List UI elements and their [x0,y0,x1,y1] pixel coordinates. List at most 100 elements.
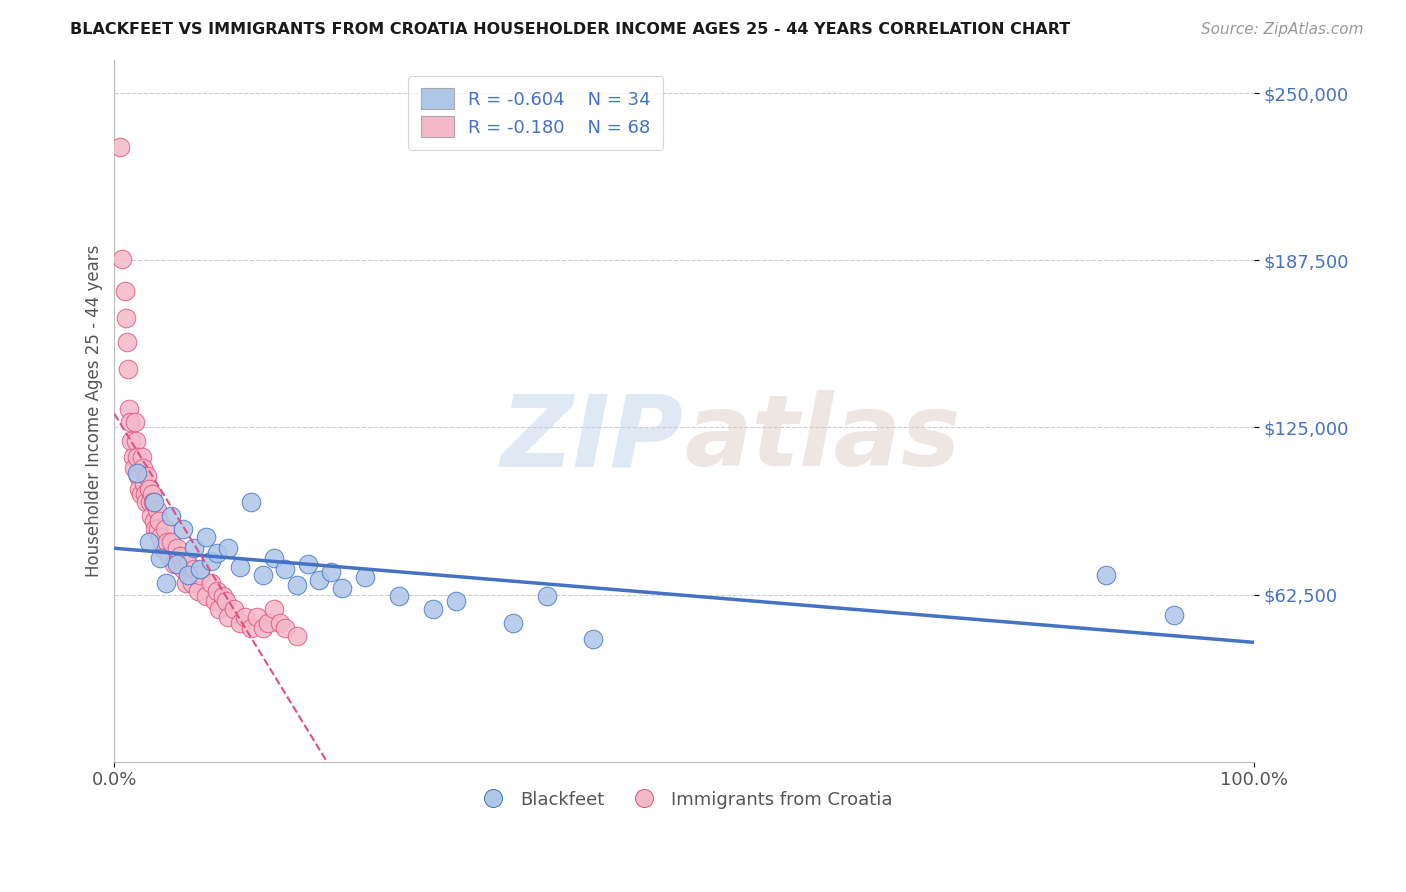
Point [444,594,467,608]
Point [177,557,200,571]
Point [582,632,605,646]
Point [117,361,139,376]
Point [134,487,156,501]
Point [246,610,269,624]
Point [127,466,149,480]
Point [188,562,211,576]
Point [121,434,143,448]
Point [235,610,257,624]
Point [274,621,297,635]
Point [138,495,160,509]
Point [215,594,238,608]
Point [143,495,166,509]
Point [180,575,202,590]
Point [157,549,180,563]
Point [228,615,250,630]
Point [143,514,166,528]
Point [118,401,141,416]
Point [194,530,217,544]
Point [127,450,149,464]
Point [149,551,172,566]
Point [200,575,222,590]
Point [205,583,228,598]
Point [211,589,233,603]
Point [122,460,145,475]
Point [422,602,444,616]
Point [145,522,167,536]
Point [156,535,179,549]
Point [308,573,330,587]
Point [124,415,146,429]
Point [128,482,150,496]
Point [228,559,250,574]
Point [163,557,186,571]
Point [141,487,163,501]
Point [319,565,342,579]
Point [132,476,155,491]
Point [502,615,524,630]
Point [125,434,148,448]
Point [160,508,183,523]
Point [257,615,280,630]
Point [150,541,173,555]
Text: ZIP: ZIP [501,391,683,487]
Point [120,415,142,429]
Point [121,450,143,464]
Point [155,575,177,590]
Point [208,602,231,616]
Point [172,562,194,576]
Point [187,583,209,598]
Point [252,567,274,582]
Point [135,495,157,509]
Point [111,252,134,266]
Point [297,557,319,571]
Point [285,578,308,592]
Point [285,629,308,643]
Point [217,610,239,624]
Y-axis label: Householder Income Ages 25 - 44 years: Householder Income Ages 25 - 44 years [86,244,103,577]
Point [166,557,188,571]
Point [129,487,152,501]
Point [149,530,172,544]
Point [177,567,200,582]
Point [263,551,285,566]
Point [194,589,217,603]
Point [1094,567,1116,582]
Point [145,503,167,517]
Point [536,589,558,603]
Point [136,468,159,483]
Point [274,562,297,576]
Point [205,546,228,560]
Point [114,310,136,325]
Point [132,460,155,475]
Point [217,541,239,555]
Point [252,621,274,635]
Point [354,570,377,584]
Point [222,602,245,616]
Point [114,284,136,298]
Point [188,567,211,582]
Point [148,514,170,528]
Point [160,535,183,549]
Legend: Blackfeet, Immigrants from Croatia: Blackfeet, Immigrants from Croatia [468,783,900,816]
Point [269,615,291,630]
Point [138,482,160,496]
Point [1163,607,1185,622]
Point [172,522,194,536]
Point [138,535,160,549]
Point [263,602,285,616]
Point [174,575,197,590]
Point [146,522,169,536]
Point [388,589,411,603]
Point [131,450,153,464]
Point [330,581,353,595]
Point [166,541,188,555]
Point [240,495,263,509]
Point [240,621,263,635]
Point [183,541,205,555]
Point [183,562,205,576]
Point [108,139,131,153]
Point [169,549,191,563]
Point [153,522,176,536]
Text: Source: ZipAtlas.com: Source: ZipAtlas.com [1201,22,1364,37]
